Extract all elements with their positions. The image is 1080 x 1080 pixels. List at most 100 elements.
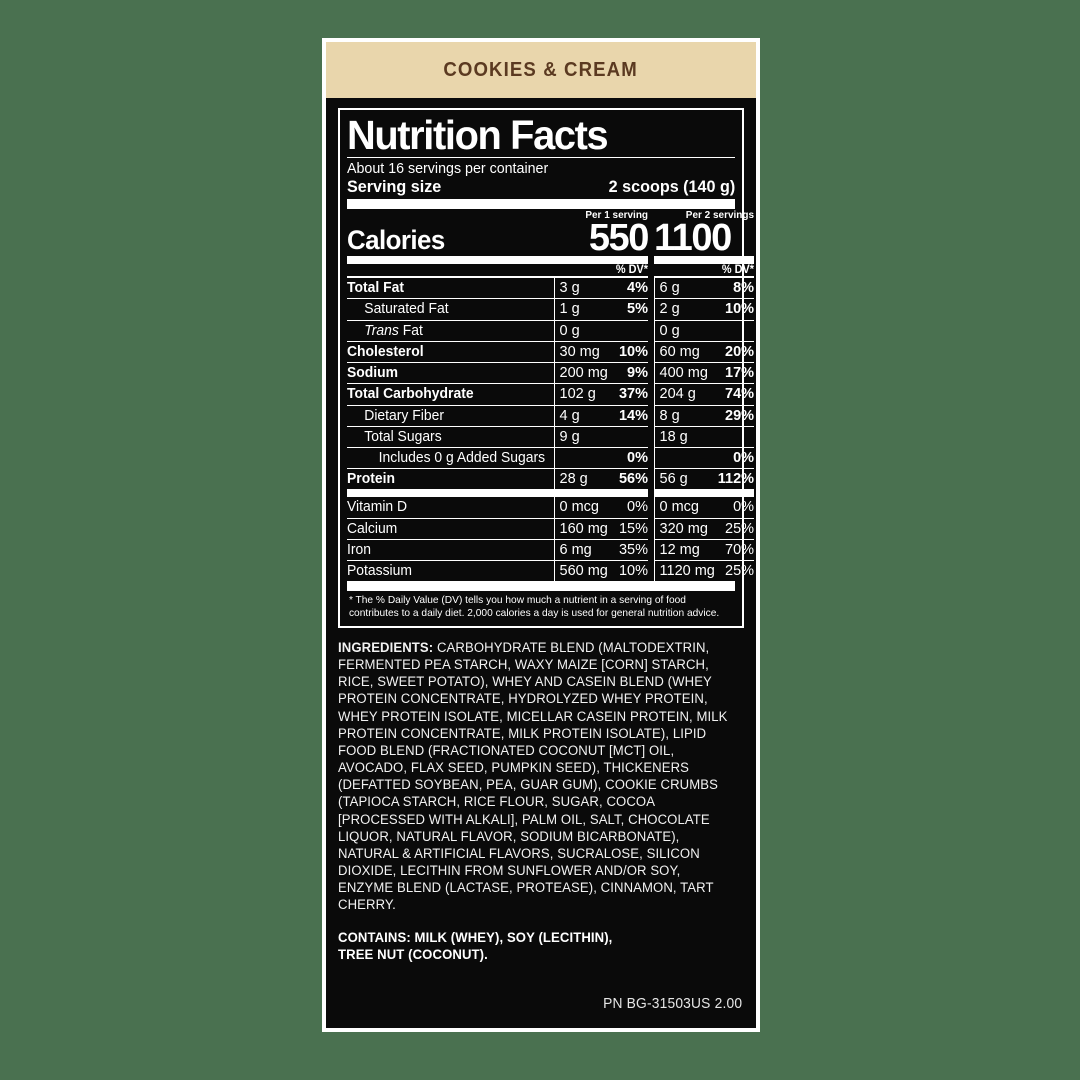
nutrient-name: Dietary Fiber [364, 407, 444, 424]
servings-per-container: About 16 servings per container [347, 159, 549, 177]
nutrient-amount-1 [553, 448, 602, 469]
micronutrient-name: Potassium [347, 563, 412, 580]
nutrient-dv-2: 29% [725, 407, 755, 424]
nutrient-dv-2: 20% [725, 343, 755, 360]
part-number: PN BG-31503US 2.00 [602, 995, 742, 1012]
micronutrient-dv-2: 70% [725, 541, 755, 558]
micronutrient-amount-2: 1120 mg [653, 561, 715, 582]
flavor-banner: COOKIES & CREAM [326, 42, 756, 98]
micronutrient-row: Iron 6 mg 35% 12 mg 70% [347, 539, 755, 561]
nutrient-row: Cholesterol 30 mg 10% 60 mg 20% [347, 341, 755, 363]
nutrient-dv-1: 10% [618, 343, 649, 360]
nutrient-dv-2: 10% [725, 301, 755, 318]
nutrient-dv-1: 14% [618, 407, 649, 424]
flavor-name: COOKIES & CREAM [443, 58, 639, 81]
nutrition-panel: COOKIES & CREAM Nutrition Facts About 16… [322, 38, 760, 1032]
nutrient-amount-1: 3 g [553, 278, 602, 299]
panel-body: Nutrition Facts About 16 servings per co… [326, 98, 756, 1028]
nutrition-facts-title: Nutrition Facts [347, 112, 609, 158]
row-divider [347, 362, 755, 364]
row-divider [347, 447, 755, 449]
nutrient-amount-2: 60 mg [653, 341, 709, 363]
micronutrient-amount-1: 0 mcg [553, 497, 602, 518]
micronutrient-name: Calcium [347, 520, 398, 537]
allergen-statement: CONTAINS: MILK (WHEY), SOY (LECITHIN), T… [338, 929, 736, 963]
nutrient-dv-1: 9% [627, 365, 649, 382]
micronutrient-amount-2: 0 mcg [653, 497, 709, 518]
nutrient-amount-2: 6 g [653, 278, 709, 299]
micronutrient-name: Iron [347, 541, 371, 558]
calories-value-1: 550 [588, 217, 650, 260]
column-header-1: Per 1 serving [585, 209, 649, 222]
nutrient-amount-1: 1 g [553, 299, 602, 320]
column-header-2: Per 2 servings [685, 209, 755, 222]
micronutrient-dv-2: 25% [725, 563, 755, 580]
nutrient-row: Trans Fat 0 g 0 g [347, 320, 754, 341]
serving-size-row: Serving size 2 scoops (140 g) [347, 177, 735, 199]
nutrient-dv-2: 74% [725, 386, 755, 403]
nutrient-amount-1: 102 g [553, 384, 602, 405]
serving-size-label: Serving size [347, 177, 442, 197]
row-divider [347, 468, 755, 470]
row-divider [347, 319, 755, 321]
nutrient-amount-1: 28 g [553, 469, 602, 490]
nutrient-amount-1: 30 mg [553, 341, 602, 363]
nutrient-name: Protein [347, 471, 395, 488]
serving-size-value: 2 scoops (140 g) [608, 177, 735, 197]
nutrient-name: Includes 0 g Added Sugars [378, 450, 546, 467]
nutrient-amount-1: 4 g [553, 405, 602, 426]
nutrient-row: Total Carbohydrate 102 g 37% 204 g 74% [347, 384, 755, 405]
nutrient-amount-2: 204 g [653, 384, 709, 405]
nutrient-name: Total Fat [347, 280, 404, 297]
nutrient-rows: Total Fat 3 g 4% 6 g 8% Saturated Fat 1 g 5% 2 g… [347, 278, 755, 490]
calories-row: Calories 550 1100 [347, 217, 754, 260]
nutrient-dv-1: 0% [627, 450, 649, 467]
nutrient-row: Protein 28 g 56% 56 g 112% [347, 469, 754, 490]
nutrient-row: Dietary Fiber 4 g 14% 8 g 29% [347, 405, 755, 426]
nutrient-row: Includes 0 g Added Sugars 0% 0% [347, 448, 754, 469]
nutrient-name: Total Carbohydrate [347, 386, 474, 403]
dv-header-row: % DV* % DV* [347, 264, 754, 276]
daily-value-footnote: * The % Daily Value (DV) tells you how m… [348, 594, 720, 620]
nutrient-amount-2: 0 g [653, 320, 709, 341]
nutrient-amount-2: 400 mg [653, 363, 709, 384]
nutrient-amount-1: 9 g [553, 426, 602, 448]
nutrient-name: Trans Fat [364, 322, 423, 339]
micronutrient-amount-2: 320 mg [653, 518, 709, 539]
nutrient-dv-1 [602, 427, 648, 447]
nutrient-row: Saturated Fat 1 g 5% 2 g 10% [347, 299, 755, 320]
micronutrient-dv-2: 25% [725, 520, 755, 537]
nutrient-row: Total Sugars 9 g 18 g [347, 426, 754, 448]
nutrient-name: Cholesterol [347, 343, 424, 360]
micronutrient-dv-1: 15% [618, 520, 649, 537]
nutrition-table: Per 1 serving Per 2 servings Calories 55… [347, 209, 755, 582]
nutrient-name: Total Sugars [364, 428, 442, 445]
micronutrient-name: Vitamin D [347, 499, 408, 516]
nutrient-dv-2 [708, 427, 754, 447]
allergen-line-2: TREE NUT (COCONUT). [338, 946, 488, 962]
nutrient-dv-2 [708, 321, 754, 341]
micronutrient-amount-2: 12 mg [653, 539, 709, 561]
micronutrient-amount-1: 560 mg [553, 561, 608, 582]
nutrient-amount-2: 8 g [653, 405, 709, 426]
row-divider [347, 538, 755, 540]
dv-header-2: % DV* [721, 264, 755, 277]
nutrient-dv-1: 56% [618, 471, 649, 488]
nutrient-dv-1 [602, 321, 648, 341]
nutrient-amount-1: 200 mg [553, 363, 608, 384]
row-divider [347, 383, 755, 385]
nutrient-dv-2: 17% [725, 365, 755, 382]
divider-under-title [347, 156, 735, 158]
row-divider [347, 340, 755, 342]
italic-prefix: Trans [364, 322, 399, 339]
row-divider [347, 298, 755, 300]
nutrient-row: Sodium 200 mg 9% 400 mg 17% [347, 363, 755, 384]
ingredients-block: INGREDIENTS: CARBOHYDRATE BLEND (MALTODE… [338, 639, 736, 914]
calories-label: Calories [347, 225, 445, 256]
allergen-line-1: CONTAINS: MILK (WHEY), SOY (LECITHIN), [338, 929, 613, 945]
micronutrient-dv-2: 0% [733, 499, 755, 516]
divider-under-dv-header [347, 276, 755, 279]
row-divider [347, 404, 755, 406]
